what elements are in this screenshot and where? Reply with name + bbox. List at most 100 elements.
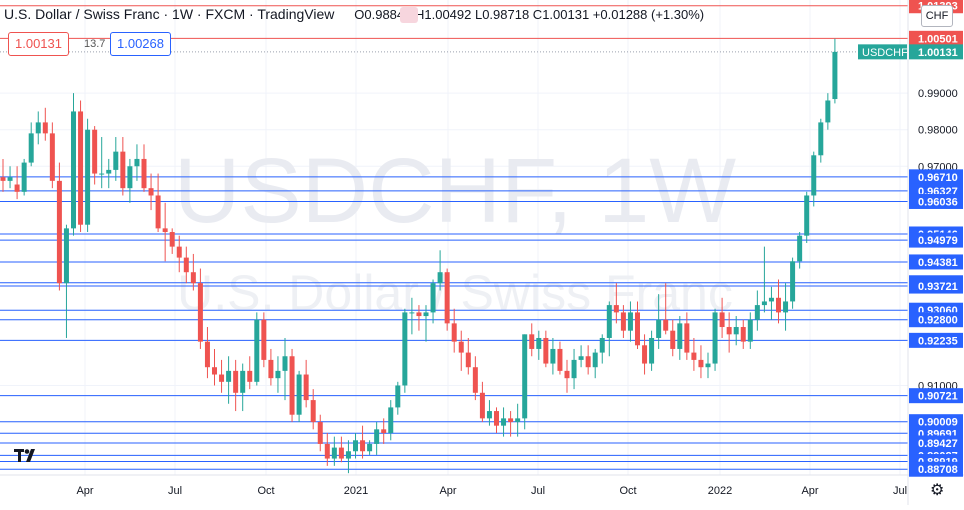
candle[interactable]	[550, 337, 556, 375]
candle[interactable]	[458, 330, 464, 371]
candle[interactable]	[740, 319, 746, 349]
candle[interactable]	[169, 228, 175, 254]
candle[interactable]	[85, 118, 91, 233]
candle[interactable]	[804, 191, 810, 243]
candle[interactable]	[226, 356, 232, 404]
candle[interactable]	[275, 356, 281, 393]
candle[interactable]	[571, 348, 577, 390]
candle[interactable]	[620, 305, 626, 338]
candle[interactable]	[465, 337, 471, 375]
candle[interactable]	[472, 356, 478, 401]
candle[interactable]	[776, 279, 781, 324]
candle[interactable]	[162, 202, 168, 262]
candle[interactable]	[444, 268, 450, 331]
candle[interactable]	[670, 319, 676, 357]
candle[interactable]	[388, 400, 394, 441]
candle[interactable]	[705, 352, 711, 379]
candle[interactable]	[423, 305, 429, 342]
candle[interactable]	[71, 93, 76, 236]
candle[interactable]	[712, 308, 718, 371]
candle[interactable]	[747, 312, 753, 349]
candle[interactable]	[324, 432, 330, 466]
candle[interactable]	[726, 312, 732, 353]
candle[interactable]	[14, 166, 20, 200]
candle[interactable]	[212, 348, 217, 386]
candle[interactable]	[783, 283, 789, 331]
candle[interactable]	[402, 308, 408, 393]
candle[interactable]	[247, 356, 253, 390]
candle[interactable]	[120, 137, 126, 196]
candle[interactable]	[296, 370, 302, 423]
candle[interactable]	[501, 407, 507, 437]
candle[interactable]	[345, 440, 351, 474]
candle[interactable]	[219, 359, 225, 393]
candle[interactable]	[515, 403, 521, 437]
candle[interactable]	[360, 425, 366, 459]
candle[interactable]	[479, 381, 485, 423]
candle[interactable]	[99, 137, 105, 189]
candle[interactable]	[317, 414, 323, 452]
candle[interactable]	[141, 144, 147, 192]
candle[interactable]	[585, 345, 591, 375]
candle[interactable]	[56, 162, 62, 291]
candle[interactable]	[663, 283, 669, 335]
candle[interactable]	[790, 257, 796, 309]
candle[interactable]	[254, 312, 260, 386]
candle[interactable]	[42, 107, 48, 141]
candle[interactable]	[825, 93, 831, 130]
candle[interactable]	[92, 126, 98, 185]
candle[interactable]	[148, 173, 154, 211]
candle[interactable]	[395, 381, 401, 415]
gear-icon[interactable]: ⚙	[930, 482, 945, 499]
candle[interactable]	[240, 363, 246, 412]
candle[interactable]	[642, 334, 648, 375]
candle[interactable]	[190, 253, 196, 291]
candle[interactable]	[761, 246, 767, 313]
candle[interactable]	[49, 122, 55, 189]
candle[interactable]	[451, 308, 457, 353]
candle[interactable]	[155, 173, 161, 233]
candle[interactable]	[367, 440, 373, 455]
candle[interactable]	[613, 283, 619, 324]
candle[interactable]	[7, 166, 13, 189]
candle[interactable]	[28, 122, 34, 167]
candle[interactable]	[797, 232, 803, 269]
candle[interactable]	[606, 301, 612, 357]
candle[interactable]	[261, 312, 267, 368]
candle[interactable]	[494, 407, 499, 433]
candle[interactable]	[811, 151, 817, 207]
candle[interactable]	[719, 297, 725, 338]
sell-button[interactable]: 1.00131	[8, 32, 69, 56]
candle[interactable]	[134, 144, 140, 181]
candle[interactable]	[303, 359, 309, 408]
candle[interactable]	[599, 334, 605, 364]
candle[interactable]	[635, 301, 640, 349]
candle[interactable]	[529, 323, 535, 357]
candle[interactable]	[656, 294, 662, 349]
candle[interactable]	[416, 305, 422, 331]
candle[interactable]	[176, 235, 182, 273]
candle[interactable]	[0, 158, 6, 192]
candle[interactable]	[684, 312, 690, 360]
candle[interactable]	[691, 337, 697, 371]
candle[interactable]	[21, 158, 27, 196]
buy-button[interactable]: 1.00268	[110, 32, 171, 56]
candle[interactable]	[353, 432, 358, 459]
candle[interactable]	[106, 158, 112, 189]
candle[interactable]	[113, 137, 119, 181]
candle[interactable]	[197, 268, 203, 349]
candle[interactable]	[522, 334, 528, 430]
candle[interactable]	[578, 345, 584, 368]
eye-icon[interactable]	[400, 7, 418, 23]
candle[interactable]	[282, 337, 288, 401]
candle[interactable]	[754, 290, 760, 331]
candle[interactable]	[409, 297, 415, 335]
candle[interactable]	[374, 422, 380, 455]
candle[interactable]	[627, 301, 633, 342]
candle[interactable]	[183, 246, 189, 284]
candle[interactable]	[536, 330, 542, 360]
candle[interactable]	[381, 418, 387, 444]
candle[interactable]	[508, 411, 514, 437]
